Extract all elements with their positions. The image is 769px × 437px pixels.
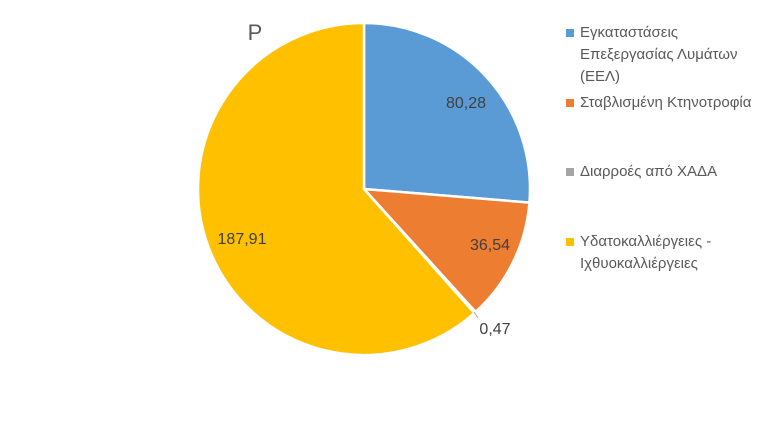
data-label-eel: 80,28: [446, 95, 486, 112]
data-label-ktinotrofia: 36,54: [470, 237, 510, 254]
legend-label-ktinotrofia: Σταβλισμένη Κτηνοτροφία: [580, 94, 752, 111]
data-label-ydatokalliergeies: 187,91: [218, 231, 267, 248]
legend-label-eel: Εγκαταστάσεις Επεξεργασίας Λυμάτων (ΕΕΛ): [580, 24, 738, 85]
data-label-diarroes-xada: 0,47: [479, 321, 510, 338]
chart-legend: Εγκαταστάσεις Επεξεργασίας Λυμάτων (ΕΕΛ)…: [566, 0, 766, 437]
legend-item-diarroes-xada: Διαρροές από ΧΑΔΑ: [566, 161, 766, 183]
legend-item-ydatokalliergeies: Υδατοκαλλιέργειες - Ιχθυοκαλλιέργειες: [566, 231, 766, 275]
legend-label-ydatokalliergeies: Υδατοκαλλιέργειες - Ιχθυοκαλλιέργειες: [580, 233, 712, 272]
leader-line-diarroes: [473, 311, 479, 319]
slice-ktinotrofia: [362, 187, 531, 314]
legend-swatch-diarroes-xada: [566, 168, 574, 176]
slice-eel: [362, 21, 532, 204]
legend-swatch-ktinotrofia: [566, 99, 574, 107]
legend-item-ktinotrofia: Σταβλισμένη Κτηνοτροφία: [566, 92, 766, 114]
slice-ydatokalliergeies: [196, 21, 476, 357]
chart-title: P: [248, 20, 263, 45]
legend-item-eel: Εγκαταστάσεις Επεξεργασίας Λυμάτων (ΕΕΛ): [566, 22, 766, 88]
legend-label-diarroes-xada: Διαρροές από ΧΑΔΑ: [580, 163, 718, 180]
pie-slices: [196, 21, 532, 357]
legend-swatch-ydatokalliergeies: [566, 238, 574, 246]
legend-swatch-eel: [566, 29, 574, 37]
